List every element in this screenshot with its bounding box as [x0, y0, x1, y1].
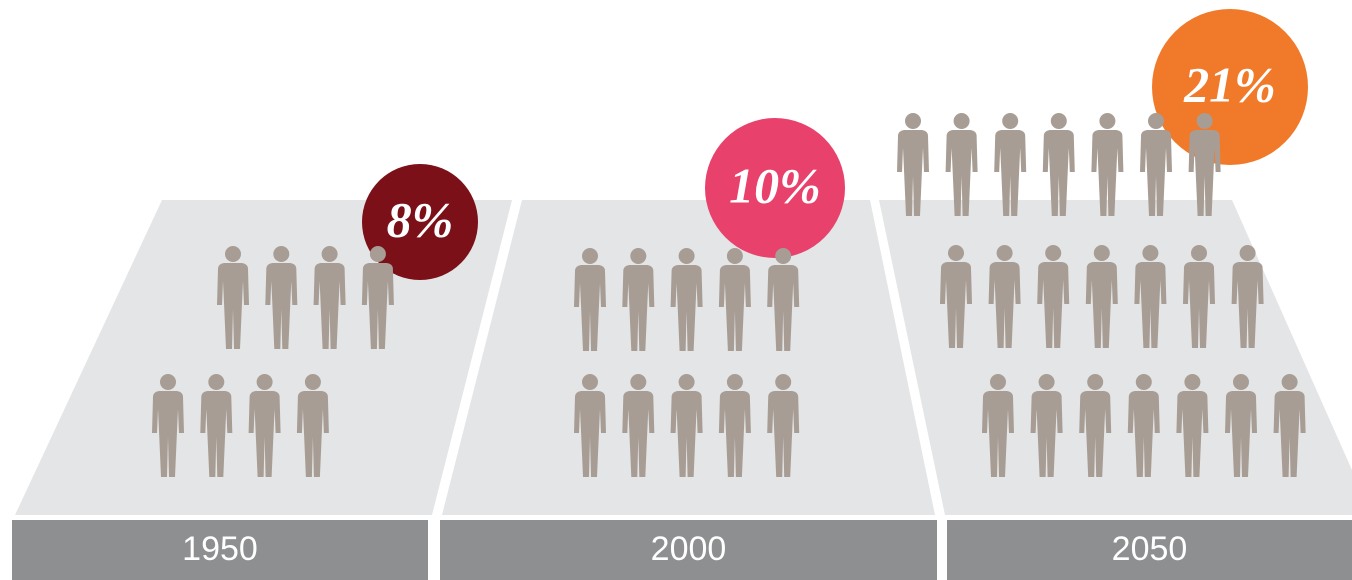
year-bar	[947, 520, 1352, 580]
person-head	[726, 248, 743, 264]
year-bar	[12, 520, 428, 580]
year-label: 2000	[651, 530, 727, 568]
person-head	[1148, 113, 1164, 129]
person-body	[1091, 130, 1124, 216]
person-body	[718, 391, 751, 477]
people-group	[897, 113, 1306, 477]
person-head	[948, 245, 964, 261]
person-body	[574, 391, 606, 477]
person-body	[718, 265, 751, 351]
person-body	[1127, 391, 1160, 477]
person-body	[940, 262, 972, 348]
person-body	[945, 130, 978, 216]
person-head	[1281, 374, 1298, 390]
person-body	[982, 391, 1014, 477]
person-head	[1142, 245, 1159, 261]
person-body	[897, 130, 929, 216]
person-body	[1030, 391, 1063, 477]
year-bar	[440, 520, 937, 580]
person-head	[369, 246, 386, 262]
percent-label: 10%	[729, 157, 821, 213]
year-label: 1950	[182, 530, 258, 568]
people-group	[574, 248, 800, 477]
person-head	[990, 374, 1006, 390]
person-body	[152, 391, 184, 477]
person-head	[630, 248, 647, 264]
person-body	[1037, 262, 1070, 348]
person-head	[1050, 113, 1067, 129]
person-body	[767, 265, 800, 351]
person-body	[574, 265, 606, 351]
person-body	[217, 263, 249, 349]
person-body	[622, 265, 655, 351]
floor	[442, 200, 935, 515]
person-body	[1183, 262, 1215, 348]
person-body	[296, 391, 329, 477]
person-head	[1135, 374, 1152, 390]
floor	[879, 200, 1352, 515]
person-head	[1045, 245, 1062, 261]
percent-badge	[705, 118, 845, 258]
percent-label: 8%	[387, 191, 454, 247]
person-head	[1184, 374, 1201, 390]
person-body	[361, 263, 394, 349]
person-head	[256, 374, 273, 390]
person-body	[622, 391, 655, 477]
people-group	[152, 246, 394, 477]
person-body	[1134, 262, 1167, 348]
person-body	[248, 391, 281, 477]
person-body	[1085, 262, 1118, 348]
person-head	[1087, 374, 1104, 390]
person-head	[160, 374, 176, 390]
person-body	[265, 263, 298, 349]
person-body	[767, 391, 800, 477]
person-body	[1042, 130, 1075, 216]
person-body	[994, 130, 1027, 216]
person-head	[321, 246, 338, 262]
person-head	[630, 374, 647, 390]
person-body	[200, 391, 233, 477]
year-label: 2050	[1112, 530, 1188, 568]
person-body	[670, 391, 703, 477]
person-head	[273, 246, 290, 262]
person-head	[1239, 245, 1256, 261]
person-head	[1191, 245, 1207, 261]
person-head	[225, 246, 241, 262]
percent-badge	[362, 164, 478, 280]
person-head	[905, 113, 921, 129]
person-head	[1002, 113, 1019, 129]
person-body	[1079, 391, 1112, 477]
person-body	[1140, 130, 1172, 216]
person-head	[678, 374, 695, 390]
person-head	[726, 374, 743, 390]
person-head	[678, 248, 695, 264]
person-body	[988, 262, 1021, 348]
person-body	[1231, 262, 1264, 348]
person-head	[953, 113, 970, 129]
person-head	[582, 374, 598, 390]
person-head	[1093, 245, 1110, 261]
person-head	[775, 374, 792, 390]
person-head	[996, 245, 1013, 261]
person-body	[670, 265, 703, 351]
person-body	[313, 263, 346, 349]
percent-label: 21%	[1183, 56, 1276, 112]
person-head	[1038, 374, 1055, 390]
percent-badge	[1152, 9, 1308, 165]
person-head	[1099, 113, 1116, 129]
person-body	[1225, 391, 1257, 477]
person-head	[775, 248, 792, 264]
person-body	[1176, 391, 1209, 477]
person-head	[582, 248, 598, 264]
person-head	[1196, 113, 1213, 129]
person-head	[208, 374, 225, 390]
person-head	[1233, 374, 1249, 390]
person-body	[1188, 130, 1221, 216]
person-body	[1273, 391, 1306, 477]
person-head	[304, 374, 321, 390]
